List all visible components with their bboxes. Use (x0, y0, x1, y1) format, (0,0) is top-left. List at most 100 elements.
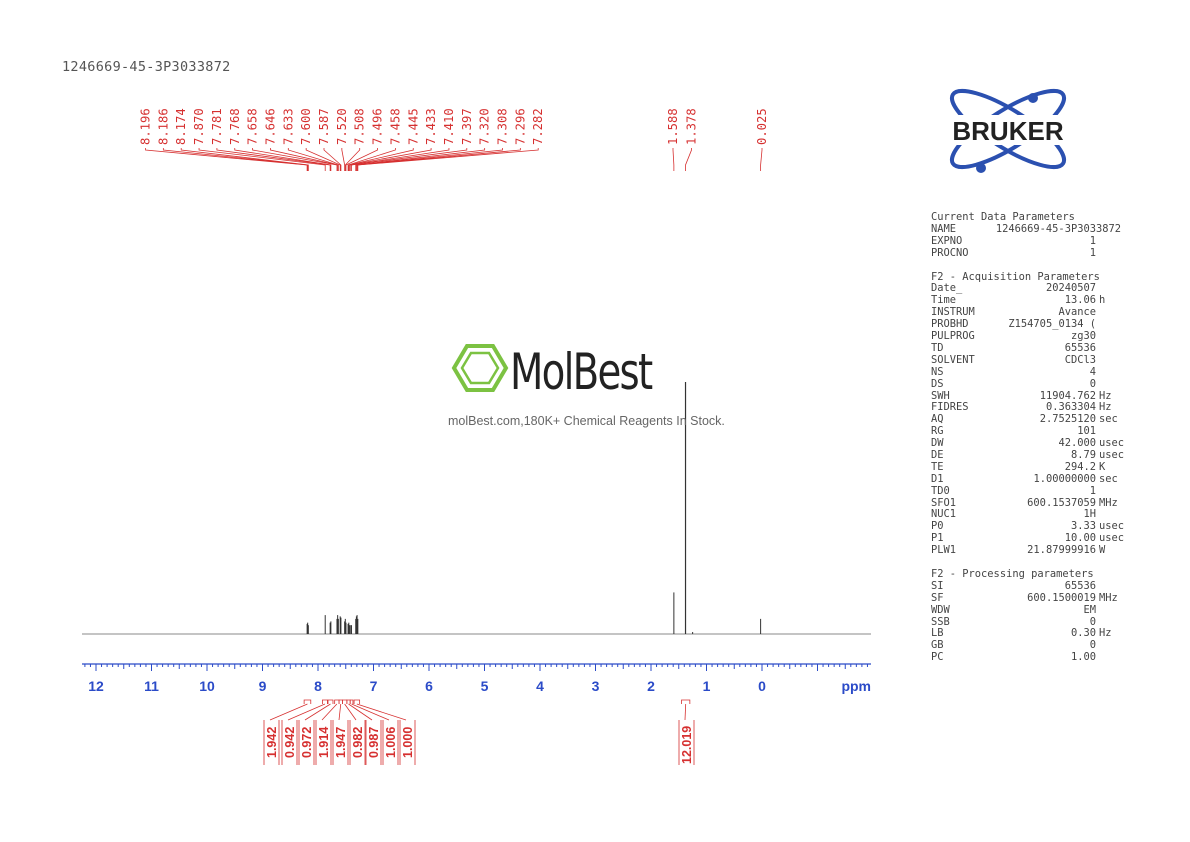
param-unit: h (1099, 294, 1106, 307)
param-value: 1.00000000 (1033, 472, 1096, 485)
param-value: 600.1537059 (1027, 496, 1096, 509)
param-value: 600.1500019 (1027, 591, 1096, 604)
integral-bracket (322, 699, 328, 704)
param-key: AQ (931, 413, 944, 426)
integrals: 1.942 0.942 0.972 1.914 1.947 0.982 0.987 1.006… (263, 699, 695, 765)
param-row: DS 0 (931, 377, 1121, 391)
x-tick-label: 9 (259, 678, 267, 694)
param-value: CDCl3 (1064, 353, 1096, 366)
param-section-gap (931, 260, 1121, 272)
integral-connector (351, 703, 390, 721)
x-tick-label: 1 (703, 678, 711, 694)
param-value: 20240507 (1045, 282, 1096, 295)
peak-label-connector (162, 148, 309, 171)
integral-connector (287, 703, 326, 721)
param-key: SOLVENT (931, 353, 975, 366)
param-value: 65536 (1064, 579, 1096, 592)
peak-label: 8.196 (139, 108, 153, 145)
param-value: 2.7525120 (1039, 413, 1096, 426)
param-key: SSB (931, 615, 950, 628)
peak-label-connector (685, 148, 692, 171)
param-unit: MHz (1099, 591, 1118, 604)
x-axis-label: ppm (841, 678, 871, 694)
molbest-logo-text: MolBest (510, 343, 653, 401)
integral-connector (344, 703, 357, 721)
param-row: TD0 1 (931, 484, 1121, 498)
param-row: SI 65536 (931, 579, 1121, 593)
x-tick-label: 0 (758, 678, 766, 694)
peak-label-connector (180, 148, 309, 171)
param-key: PLW1 (931, 544, 957, 557)
param-unit: K (1099, 460, 1106, 473)
peak-label-connector (355, 148, 486, 171)
peak-label: 1.588 (666, 108, 680, 145)
peak-label-connector (357, 148, 539, 171)
integral-label: 1.000 (401, 727, 415, 758)
param-unit: sec (1099, 472, 1118, 485)
param-row: AQ 2.7525120 sec (931, 413, 1121, 426)
integral-bracket (338, 699, 343, 704)
peak-label-connector (216, 148, 331, 171)
param-row: PROBHD Z154705_0134 ( (931, 318, 1121, 331)
param-row: TD 65536 (931, 341, 1121, 355)
param-row: NAME 1246669-45-3P3033872 (931, 222, 1121, 236)
x-tick-label: 7 (370, 678, 378, 694)
param-key: SF (931, 591, 944, 604)
param-key: TD0 (931, 484, 950, 497)
param-key: NS (931, 365, 944, 378)
param-row: INSTRUM Avance (931, 306, 1121, 319)
peak-label-connector (287, 148, 339, 171)
param-key: DS (931, 377, 944, 390)
peak-label: 8.186 (156, 108, 170, 145)
param-key: Time (931, 294, 957, 307)
param-value: EM (1083, 603, 1096, 616)
param-row: WDW EM (931, 603, 1121, 617)
param-value: 0.363304 (1045, 401, 1096, 414)
peak-label: 7.600 (299, 108, 313, 145)
x-tick-label: 11 (144, 678, 159, 694)
param-value: 11904.762 (1039, 389, 1096, 402)
param-key: TD (931, 341, 944, 354)
peak-label: 8.174 (174, 108, 188, 145)
integral-connector (348, 703, 373, 721)
param-value: 21.87999916 (1027, 544, 1096, 557)
peak-label-connector (347, 148, 396, 171)
peak-label: 7.397 (460, 108, 474, 145)
param-unit: sec (1099, 413, 1118, 426)
peak-label: 7.633 (281, 108, 295, 145)
integral-label: 0.982 (351, 727, 365, 758)
x-tick-label: 5 (481, 678, 489, 694)
param-key: TE (931, 460, 944, 473)
param-value: 1.00 (1070, 651, 1096, 664)
param-key: D1 (931, 472, 944, 485)
peak-label: 7.870 (192, 108, 206, 145)
param-section-title: Current Data Parameters (931, 211, 1075, 223)
param-value: Avance (1058, 306, 1096, 319)
param-key: NAME (931, 222, 957, 235)
param-row: Time 13.06 h (931, 294, 1121, 307)
peak-label: 7.768 (228, 108, 242, 145)
peak-label-connector (341, 148, 346, 171)
param-key: PULPROG (931, 330, 975, 343)
peak-label: 7.320 (478, 108, 492, 145)
peak-labels: 8.196 8.186 8.174 7.870 7.781 7.768 7.658 7.646… (139, 108, 769, 171)
peak-label-connector (305, 148, 341, 171)
param-row: RG 101 (931, 425, 1121, 438)
param-value: 1 (1089, 246, 1096, 259)
param-key: GB (931, 639, 944, 652)
peak-label: 7.445 (406, 108, 420, 145)
param-value: 101 (1077, 425, 1096, 438)
peak-label-connector (198, 148, 326, 171)
param-value: 3.33 (1070, 520, 1096, 533)
param-unit: usec (1099, 437, 1125, 450)
param-value: 0 (1089, 615, 1096, 628)
bruker-logo: BRUKER (922, 88, 1094, 173)
param-row: PLW1 21.87999916 W (931, 544, 1121, 557)
param-value: 0 (1089, 639, 1096, 652)
param-unit: W (1099, 544, 1106, 557)
x-tick-label: 4 (536, 678, 544, 694)
peak-label: 7.658 (246, 108, 260, 145)
param-key: NUC1 (931, 508, 957, 521)
peak-label: 0.025 (755, 108, 769, 145)
param-row: SF 600.1500019 MHz (931, 591, 1121, 605)
